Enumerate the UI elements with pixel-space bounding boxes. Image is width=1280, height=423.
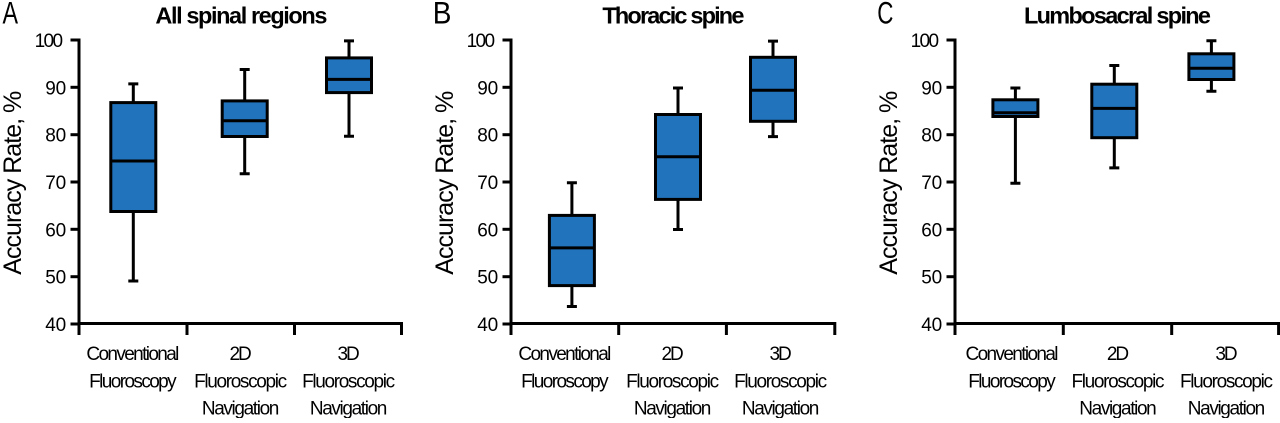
svg-text:3D: 3D [769, 344, 791, 365]
svg-text:90: 90 [921, 78, 942, 99]
svg-text:50: 50 [477, 268, 498, 289]
svg-text:Conventional: Conventional [518, 344, 611, 365]
svg-text:Navigation: Navigation [202, 399, 280, 418]
svg-text:100: 100 [911, 31, 940, 52]
svg-text:C: C [877, 0, 893, 30]
svg-text:Navigation: Navigation [634, 399, 712, 418]
svg-text:Fluoroscopic: Fluoroscopic [302, 371, 395, 392]
svg-text:Fluoroscopic: Fluoroscopic [194, 371, 287, 392]
svg-text:2D: 2D [1107, 344, 1129, 365]
svg-text:40: 40 [477, 315, 498, 336]
svg-text:Lumbosacral spine: Lumbosacral spine [1024, 2, 1211, 28]
svg-text:All spinal regions: All spinal regions [155, 2, 327, 28]
svg-text:Navigation: Navigation [1188, 399, 1266, 418]
svg-text:Accuracy Rate, %: Accuracy Rate, % [875, 91, 903, 275]
svg-text:70: 70 [45, 173, 66, 194]
svg-text:Navigation: Navigation [1079, 399, 1157, 418]
svg-text:Accuracy Rate, %: Accuracy Rate, % [0, 91, 27, 275]
svg-text:Fluoroscopic: Fluoroscopic [626, 371, 719, 392]
svg-text:50: 50 [921, 268, 942, 289]
svg-text:80: 80 [921, 126, 942, 147]
svg-text:70: 70 [921, 173, 942, 194]
svg-text:3D: 3D [337, 344, 359, 365]
svg-text:80: 80 [45, 126, 66, 147]
svg-text:3D: 3D [1215, 344, 1237, 365]
svg-text:A: A [3, 0, 19, 30]
svg-text:40: 40 [921, 315, 942, 336]
svg-text:90: 90 [477, 78, 498, 99]
svg-text:Fluoroscopic: Fluoroscopic [1072, 371, 1165, 392]
svg-text:60: 60 [45, 220, 66, 241]
svg-text:50: 50 [45, 268, 66, 289]
svg-text:Accuracy Rate, %: Accuracy Rate, % [431, 91, 459, 275]
svg-text:Fluoroscopy: Fluoroscopy [521, 371, 609, 392]
svg-text:B: B [433, 0, 452, 31]
svg-text:Navigation: Navigation [310, 399, 388, 418]
svg-text:Conventional: Conventional [86, 344, 179, 365]
svg-text:Fluoroscopy: Fluoroscopy [89, 371, 177, 392]
svg-text:2D: 2D [229, 344, 251, 365]
svg-text:Conventional: Conventional [966, 344, 1059, 365]
svg-text:2D: 2D [661, 344, 683, 365]
svg-text:Fluoroscopic: Fluoroscopic [1180, 371, 1273, 392]
svg-text:90: 90 [45, 78, 66, 99]
svg-text:40: 40 [45, 315, 66, 336]
svg-text:70: 70 [477, 173, 498, 194]
svg-text:100: 100 [35, 31, 64, 52]
svg-text:80: 80 [477, 126, 498, 147]
svg-text:100: 100 [467, 31, 495, 52]
svg-text:60: 60 [477, 220, 498, 241]
svg-text:Navigation: Navigation [742, 399, 820, 418]
svg-text:60: 60 [921, 220, 942, 241]
svg-text:Thoracic spine: Thoracic spine [602, 2, 744, 28]
svg-text:Fluoroscopic: Fluoroscopic [734, 371, 827, 392]
svg-text:Fluoroscopy: Fluoroscopy [968, 371, 1056, 392]
